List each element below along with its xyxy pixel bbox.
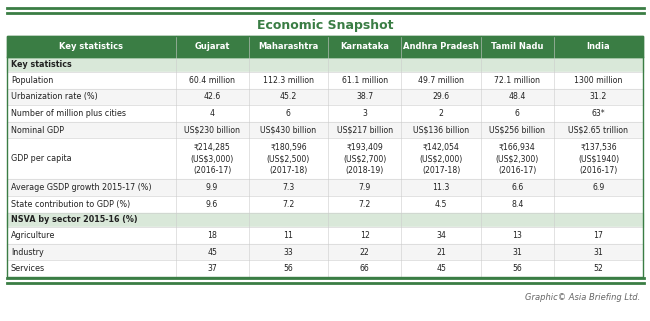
Bar <box>7 138 643 179</box>
Text: ₹193,409
(US$2,700)
(2018-19): ₹193,409 (US$2,700) (2018-19) <box>343 143 386 175</box>
Text: 11: 11 <box>283 231 293 240</box>
Text: 31: 31 <box>593 247 603 256</box>
Text: ₹180,596
(US$2,500)
(2017-18): ₹180,596 (US$2,500) (2017-18) <box>266 143 310 175</box>
Text: 42.6: 42.6 <box>203 92 221 101</box>
Text: US$430 billion: US$430 billion <box>261 126 317 134</box>
Text: Urbanization rate (%): Urbanization rate (%) <box>11 92 98 101</box>
Text: Economic Snapshot: Economic Snapshot <box>257 20 393 32</box>
Text: 21: 21 <box>436 247 446 256</box>
Text: Gujarat: Gujarat <box>194 42 230 51</box>
Text: 33: 33 <box>283 247 293 256</box>
Text: 7.2: 7.2 <box>359 200 371 209</box>
Text: ₹166,934
(US$2,300)
(2016-17): ₹166,934 (US$2,300) (2016-17) <box>496 143 539 175</box>
Text: 13: 13 <box>512 231 523 240</box>
Text: Graphic© Asia Briefing Ltd.: Graphic© Asia Briefing Ltd. <box>525 293 640 302</box>
Text: Key statistics: Key statistics <box>59 42 124 51</box>
Text: 34: 34 <box>436 231 446 240</box>
Bar <box>7 36 643 277</box>
Text: 45: 45 <box>207 247 217 256</box>
Text: 112.3 million: 112.3 million <box>263 76 314 85</box>
Text: Maharashtra: Maharashtra <box>258 42 318 51</box>
Text: 7.2: 7.2 <box>282 200 294 209</box>
Text: 56: 56 <box>512 264 522 273</box>
Text: 4: 4 <box>209 109 215 118</box>
Text: Industry: Industry <box>11 247 44 256</box>
Bar <box>7 227 643 244</box>
Text: 6.6: 6.6 <box>512 183 523 192</box>
Text: 18: 18 <box>207 231 217 240</box>
Bar <box>7 36 176 57</box>
Text: 6.9: 6.9 <box>592 183 604 192</box>
Text: 63*: 63* <box>592 109 605 118</box>
Text: 66: 66 <box>360 264 370 273</box>
Text: 11.3: 11.3 <box>432 183 450 192</box>
Text: 52: 52 <box>593 264 603 273</box>
Text: Nominal GDP: Nominal GDP <box>11 126 64 134</box>
Text: 6: 6 <box>515 109 520 118</box>
Text: 29.6: 29.6 <box>432 92 450 101</box>
Bar <box>7 122 643 138</box>
Text: 2: 2 <box>439 109 443 118</box>
Bar <box>7 196 643 213</box>
Text: ₹214,285
(US$3,000)
(2016-17): ₹214,285 (US$3,000) (2016-17) <box>190 143 234 175</box>
Bar <box>7 57 643 72</box>
Text: 37: 37 <box>207 264 217 273</box>
Text: 6: 6 <box>286 109 291 118</box>
Bar <box>328 36 401 57</box>
Bar <box>481 36 554 57</box>
Bar <box>7 72 643 89</box>
Text: 17: 17 <box>593 231 603 240</box>
Text: Number of million plus cities: Number of million plus cities <box>11 109 126 118</box>
Text: Services: Services <box>11 264 45 273</box>
Bar <box>7 260 643 277</box>
Text: Andhra Pradesh: Andhra Pradesh <box>403 42 479 51</box>
Text: 3: 3 <box>362 109 367 118</box>
Bar <box>401 36 481 57</box>
Text: State contribution to GDP (%): State contribution to GDP (%) <box>11 200 130 209</box>
Text: 48.4: 48.4 <box>509 92 526 101</box>
Text: ₹137,536
(US$1940)
(2016-17): ₹137,536 (US$1940) (2016-17) <box>578 143 619 175</box>
Text: 61.1 million: 61.1 million <box>342 76 388 85</box>
Bar <box>7 244 643 260</box>
Text: 38.7: 38.7 <box>356 92 373 101</box>
Text: 7.3: 7.3 <box>282 183 294 192</box>
Bar <box>249 36 328 57</box>
Text: 9.9: 9.9 <box>206 183 218 192</box>
Text: US$217 billion: US$217 billion <box>337 126 393 134</box>
Text: 31.2: 31.2 <box>590 92 607 101</box>
Text: Agriculture: Agriculture <box>11 231 55 240</box>
Text: Tamil Nadu: Tamil Nadu <box>491 42 543 51</box>
Text: ₹142,054
(US$2,000)
(2017-18): ₹142,054 (US$2,000) (2017-18) <box>419 143 463 175</box>
Text: US$136 billion: US$136 billion <box>413 126 469 134</box>
Text: 49.7 million: 49.7 million <box>418 76 464 85</box>
Text: Key statistics: Key statistics <box>11 60 72 69</box>
Bar <box>7 179 643 196</box>
Text: 9.6: 9.6 <box>206 200 218 209</box>
Text: 56: 56 <box>283 264 293 273</box>
Text: 72.1 million: 72.1 million <box>495 76 540 85</box>
Text: 8.4: 8.4 <box>511 200 524 209</box>
Bar <box>7 105 643 122</box>
Text: India: India <box>587 42 610 51</box>
Text: 45.2: 45.2 <box>280 92 297 101</box>
Text: 1300 million: 1300 million <box>575 76 623 85</box>
Text: Population: Population <box>11 76 53 85</box>
Text: Karnataka: Karnataka <box>341 42 389 51</box>
Text: US$2.65 trillion: US$2.65 trillion <box>569 126 629 134</box>
Text: 7.9: 7.9 <box>359 183 371 192</box>
Text: US$230 billion: US$230 billion <box>184 126 240 134</box>
Text: 31: 31 <box>512 247 523 256</box>
Text: US$256 billion: US$256 billion <box>489 126 545 134</box>
Bar <box>554 36 643 57</box>
Text: 45: 45 <box>436 264 446 273</box>
Bar <box>7 89 643 105</box>
Text: 12: 12 <box>360 231 370 240</box>
Text: NSVA by sector 2015-16 (%): NSVA by sector 2015-16 (%) <box>11 215 138 224</box>
Text: 60.4 million: 60.4 million <box>189 76 235 85</box>
Text: 22: 22 <box>360 247 370 256</box>
Text: Average GSDP growth 2015-17 (%): Average GSDP growth 2015-17 (%) <box>11 183 151 192</box>
Text: 4.5: 4.5 <box>435 200 447 209</box>
Text: GDP per capita: GDP per capita <box>11 154 72 163</box>
Bar <box>7 213 643 227</box>
Bar <box>176 36 249 57</box>
